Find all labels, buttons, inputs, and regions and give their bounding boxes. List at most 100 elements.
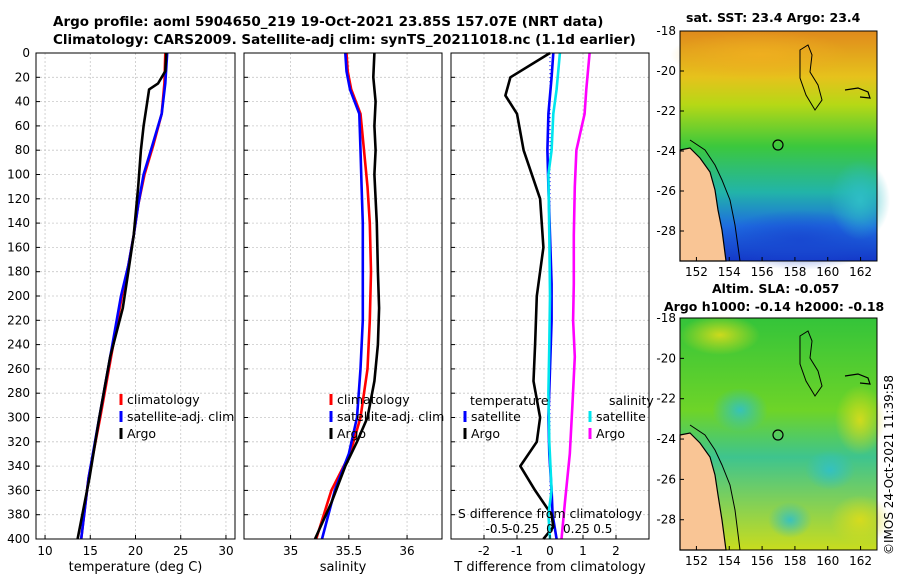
sla-float-marker (772, 429, 784, 441)
sst-cool-patch (830, 160, 890, 240)
depth-tick-label: 80 (15, 143, 30, 157)
depth-tick-label: 60 (15, 119, 30, 133)
sst-map-xtick-label: 152 (685, 265, 708, 279)
sla-map-ytick-label: -26 (656, 472, 676, 486)
salinity-xtick-label: 35 (283, 544, 298, 558)
sla-map-ytick-label: -24 (656, 432, 676, 446)
sst-map-xtick-label: 162 (849, 265, 872, 279)
salinity-legend-label: satellite-adj. clim (337, 409, 444, 424)
sla-map-xtick-label: 162 (849, 554, 872, 568)
depth-tick-label: 100 (7, 168, 30, 182)
sla-shelf-contour (689, 424, 741, 551)
sla-map-xtick-label: 158 (783, 554, 806, 568)
legend-temperature-heading: temperature (470, 393, 549, 408)
difference-panel: -2 -1 0 1 2 T difference from climatology temp… (450, 51, 654, 575)
temperature-series-argo (76, 52, 168, 540)
temperature-xtick-label: 30 (218, 544, 233, 558)
sla-map-xtick-label: 154 (718, 554, 741, 568)
difference-series-salinity-satellite (547, 52, 562, 540)
sla-map-frame (679, 317, 878, 551)
salinity-difference-tick-label: -0.25 (508, 522, 539, 536)
legend-temperature-label: Argo (471, 426, 500, 441)
sla-map-subtitle: Argo h1000: -0.14 h2000: -0.18 (664, 299, 885, 314)
difference-xtick-label: 0 (546, 544, 554, 558)
figure-title-line2: Climatology: CARS2009. Satellite-adj cli… (53, 32, 636, 48)
sla-high-patch (680, 315, 760, 355)
temperature-xtick-label: 20 (128, 544, 143, 558)
legend-temperature-label: satellite (471, 409, 521, 424)
sst-reef-contour (844, 87, 871, 99)
sst-map-xtick-label: 154 (718, 265, 741, 279)
sla-map-ytick-label: -28 (656, 513, 676, 527)
sla-reef-contour (844, 373, 871, 385)
legend-salinity-label: Argo (596, 426, 625, 441)
sla-low-patch (805, 450, 855, 490)
sla-high-patch (830, 495, 890, 545)
salinity-difference-tick-label: 0.25 (563, 522, 590, 536)
sst-map-ytick-label: -22 (656, 104, 676, 118)
imos-credit: ©IMOS 24-Oct-2021 11:39:58 (882, 374, 896, 555)
depth-tick-label: 240 (7, 338, 30, 352)
depth-tick-label: 40 (15, 95, 30, 109)
sla-low-patch (712, 388, 768, 432)
difference-series-salinity-argo (560, 52, 591, 540)
depth-tick-label: 140 (7, 216, 30, 230)
difference-xtick-label: 2 (612, 544, 620, 558)
salinity-xtick-label: 35.5 (335, 544, 362, 558)
sst-map-ytick-label: -26 (656, 184, 676, 198)
salinity-legend-label: climatology (337, 392, 410, 407)
temperature-xlabel: temperature (deg C) (69, 560, 203, 575)
salinity-difference-tick-label: -0.5 (485, 522, 508, 536)
sst-map-ytick-label: -28 (656, 224, 676, 238)
salinity-difference-tick-label: 0.5 (593, 522, 612, 536)
difference-xlabel: T difference from climatology (453, 560, 646, 575)
sla-low-patch (768, 502, 812, 538)
temperature-panel: 10 15 20 25 30 temperature (deg C) 0 20 40 60 80 10… (7, 46, 236, 575)
temperature-legend-label: satellite-adj. clim (127, 409, 234, 424)
salinity-xtick-label: 36 (399, 544, 414, 558)
sst-warm-patch (670, 30, 850, 80)
depth-tick-label: 300 (7, 411, 30, 425)
sst-map-axes: 152 154 156 158 160 162 -18 -20 -22 -24 -26 -28 (656, 24, 872, 279)
sla-map (679, 315, 890, 551)
salinity-difference-axis-label: S difference from climatology (458, 506, 643, 521)
depth-tick-label: 160 (7, 240, 30, 254)
sla-map-xtick-label: 160 (816, 554, 839, 568)
temperature-xtick-label: 10 (37, 544, 52, 558)
temperature-xtick-label: 15 (83, 544, 98, 558)
sst-map-ytick-label: -20 (656, 64, 676, 78)
depth-tick-label: 400 (7, 532, 30, 546)
depth-tick-label: 180 (7, 265, 30, 279)
salinity-series-satellite-adj-clim (320, 52, 365, 540)
sst-map-ytick-label: -24 (656, 144, 676, 158)
temperature-xtick-label: 25 (173, 544, 188, 558)
sla-map-ytick-label: -22 (656, 392, 676, 406)
sla-map-xtick-label: 156 (751, 554, 774, 568)
sst-float-marker (772, 139, 784, 151)
sst-map-xtick-label: 156 (751, 265, 774, 279)
temperature-legend-label: Argo (127, 426, 156, 441)
sla-map-xtick-label: 152 (685, 554, 708, 568)
difference-xtick-label: -2 (478, 544, 490, 558)
depth-tick-label: 380 (7, 508, 30, 522)
difference-xtick-label: 1 (579, 544, 587, 558)
sst-map-xtick-label: 158 (783, 265, 806, 279)
sst-shelf-contour (689, 139, 741, 262)
depth-tick-label: 0 (22, 46, 30, 60)
depth-tick-label: 340 (7, 459, 30, 473)
legend-salinity-label: satellite (596, 409, 646, 424)
sla-reef-contour (799, 330, 823, 397)
sla-map-axes: 152 154 156 158 160 162 -18 -20 -22 -24 -26 -28 (656, 311, 872, 568)
salinity-series-argo (313, 52, 381, 540)
sla-map-title: Altim. SLA: -0.057 (712, 281, 840, 296)
figure-title-line1: Argo profile: aoml 5904650_219 19-Oct-20… (53, 14, 604, 30)
temperature-legend-label: climatology (127, 392, 200, 407)
sst-map (670, 30, 890, 270)
sla-map-ytick-label: -18 (656, 311, 676, 325)
depth-tick-label: 120 (7, 192, 30, 206)
depth-tick-label: 200 (7, 289, 30, 303)
sst-map-title: sat. SST: 23.4 Argo: 23.4 (686, 10, 861, 25)
sla-map-ytick-label: -20 (656, 351, 676, 365)
salinity-xlabel: salinity (320, 560, 367, 575)
